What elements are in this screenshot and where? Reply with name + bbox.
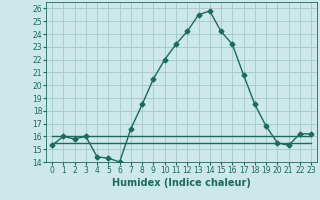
- X-axis label: Humidex (Indice chaleur): Humidex (Indice chaleur): [112, 178, 251, 188]
